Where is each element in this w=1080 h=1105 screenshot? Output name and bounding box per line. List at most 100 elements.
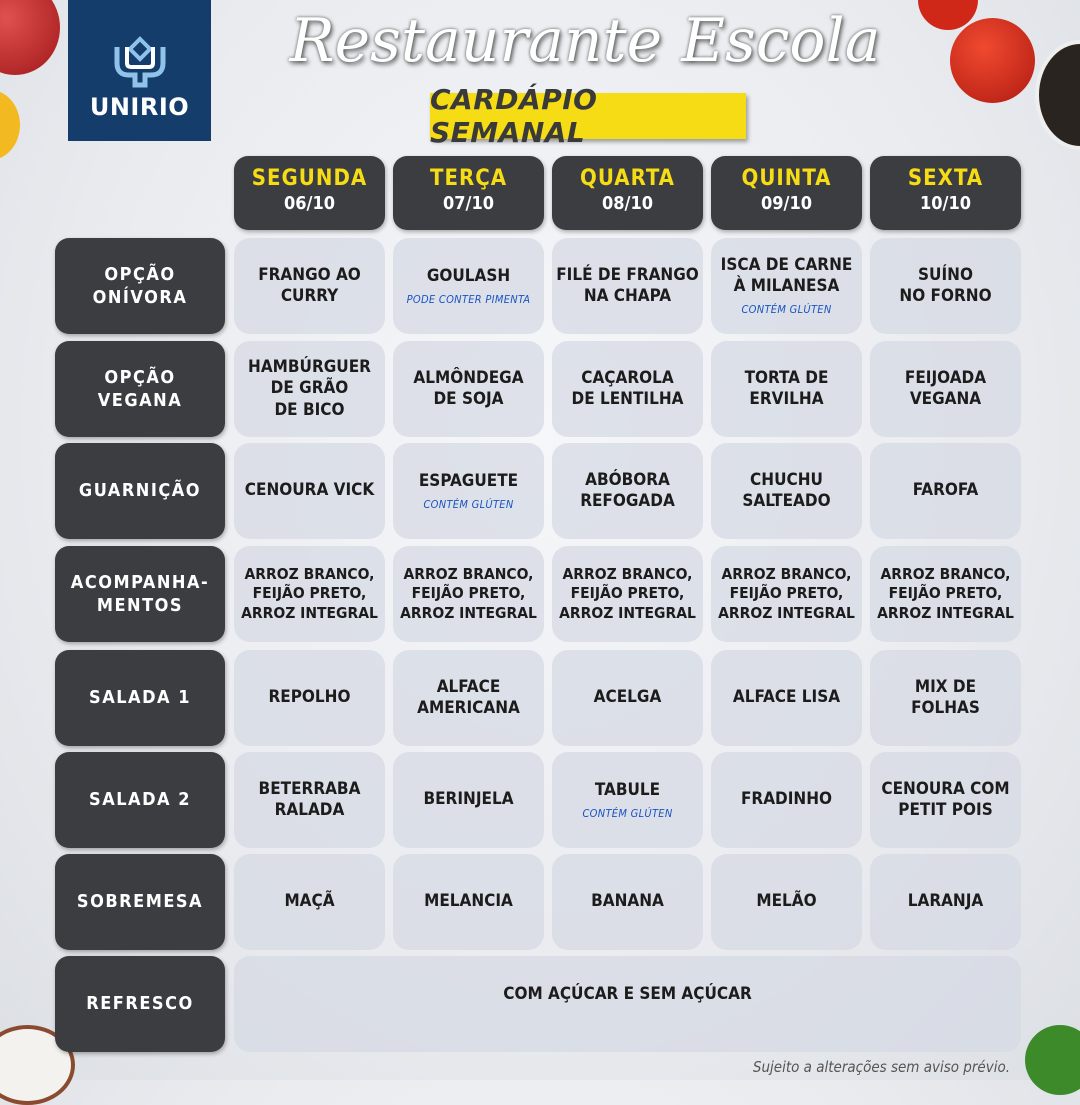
menu-cell: SUÍNO NO FORNO	[870, 238, 1021, 334]
day-name: QUARTA	[580, 166, 675, 191]
menu-cell: FEIJOADA VEGANA	[870, 341, 1021, 437]
day-date: 09/10	[761, 193, 812, 214]
menu-item-text: FEIJOADA VEGANA	[904, 367, 987, 409]
day-header-1: TERÇA 07/10	[393, 156, 544, 230]
menu-item-text: ALMÔNDEGA DE SOJA	[413, 367, 524, 409]
row-label: REFRESCO	[55, 956, 225, 1052]
day-header-2: QUARTA 08/10	[552, 156, 703, 230]
menu-item-text: MELÃO	[756, 891, 817, 912]
menu-item-text: FAROFA	[912, 480, 979, 501]
menu-item-text: CENOURA VICK	[244, 480, 375, 501]
menu-cell: TORTA DE ERVILHA	[711, 341, 862, 437]
menu-cell: MIX DE FOLHAS	[870, 650, 1021, 746]
menu-cell: CAÇAROLA DE LENTILHA	[552, 341, 703, 437]
menu-item-text: GOULASH	[426, 265, 511, 286]
day-date: 07/10	[443, 193, 494, 214]
row-label: ACOMPANHA- MENTOS	[55, 546, 225, 642]
row-label: SOBREMESA	[55, 854, 225, 950]
apple-decoration	[0, 0, 60, 75]
menu-item-text: FRADINHO	[740, 789, 833, 810]
menu-item-text: ARROZ BRANCO, FEIJÃO PRETO, ARROZ INTEGR…	[559, 564, 696, 622]
menu-cell: CHUCHU SALTEADO	[711, 443, 862, 539]
menu-item-text: TORTA DE ERVILHA	[744, 367, 829, 409]
menu-cell: ARROZ BRANCO, FEIJÃO PRETO, ARROZ INTEGR…	[393, 546, 544, 642]
menu-cell: ARROZ BRANCO, FEIJÃO PRETO, ARROZ INTEGR…	[711, 546, 862, 642]
menu-cell: LARANJA	[870, 854, 1021, 950]
day-name: SEGUNDA	[251, 166, 368, 191]
menu-cell: FILÉ DE FRANGO NA CHAPA	[552, 238, 703, 334]
menu-item-text: BERINJELA	[423, 789, 514, 810]
day-date: 10/10	[920, 193, 971, 214]
menu-cell: MAÇÃ	[234, 854, 385, 950]
allergen-note: CONTÉM GLÚTEN	[423, 497, 514, 511]
menu-cell: BETERRABA RALADA	[234, 752, 385, 848]
row-label: OPÇÃO ONÍVORA	[55, 238, 225, 334]
day-name: QUINTA	[741, 166, 832, 191]
menu-cell: BANANA	[552, 854, 703, 950]
menu-item-text: CAÇAROLA DE LENTILHA	[571, 367, 684, 409]
menu-cell: ALMÔNDEGA DE SOJA	[393, 341, 544, 437]
day-name: TERÇA	[429, 166, 508, 191]
row-label: SALADA 1	[55, 650, 225, 746]
menu-cell: CENOURA COM PETIT POIS	[870, 752, 1021, 848]
menu-item-text: ARROZ BRANCO, FEIJÃO PRETO, ARROZ INTEGR…	[718, 564, 855, 622]
day-name: SEXTA	[907, 166, 984, 191]
menu-cell: MELANCIA	[393, 854, 544, 950]
disclaimer: Sujeito a alterações sem aviso prévio.	[752, 1058, 1010, 1076]
day-date: 06/10	[284, 193, 335, 214]
day-header-3: QUINTA 09/10	[711, 156, 862, 230]
menu-cell: FRANGO AO CURRY	[234, 238, 385, 334]
menu-item-text: MELANCIA	[424, 891, 513, 912]
pepper-bowl-decoration	[1035, 40, 1080, 150]
menu-cell: ALFACE AMERICANA	[393, 650, 544, 746]
menu-item-text: HAMBÚRGUER DE GRÃO DE BICO	[248, 357, 371, 420]
menu-cell: ESPAGUETE CONTÉM GLÚTEN	[393, 443, 544, 539]
menu-item-text: ARROZ BRANCO, FEIJÃO PRETO, ARROZ INTEGR…	[400, 564, 537, 622]
unirio-emblem-icon	[114, 36, 165, 88]
menu-cell: ALFACE LISA	[711, 650, 862, 746]
menu-cell: FAROFA	[870, 443, 1021, 539]
allergen-note: PODE CONTER PIMENTA	[406, 292, 531, 306]
day-date: 08/10	[602, 193, 653, 214]
menu-item-text: ABÓBORA REFOGADA	[580, 469, 675, 511]
unirio-logo: UNIRIO	[68, 0, 211, 141]
page-title: Restaurante Escola	[289, 6, 881, 76]
page-subtitle: CARDÁPIO SEMANAL	[430, 83, 746, 149]
menu-item-text: ISCA DE CARNE À MILANESA	[720, 254, 853, 297]
menu-cell: ISCA DE CARNE À MILANESA CONTÉM GLÚTEN	[711, 238, 862, 334]
menu-cell: ABÓBORA REFOGADA	[552, 443, 703, 539]
menu-item-text: ACELGA	[593, 687, 662, 708]
menu-item-text: FRANGO AO CURRY	[258, 264, 361, 306]
menu-item-text: MAÇÃ	[284, 891, 335, 912]
menu-item-text: ALFACE LISA	[732, 687, 841, 708]
menu-item-text: MIX DE FOLHAS	[911, 676, 980, 718]
row-label: SALADA 2	[55, 752, 225, 848]
allergen-note: CONTÉM GLÚTEN	[582, 806, 673, 820]
menu-cell: FRADINHO	[711, 752, 862, 848]
menu-item-text: CENOURA COM PETIT POIS	[881, 778, 1010, 820]
logo-text: UNIRIO	[89, 93, 190, 121]
menu-item-text: ESPAGUETE	[418, 470, 519, 491]
menu-cell: REPOLHO	[234, 650, 385, 746]
menu-cell: ARROZ BRANCO, FEIJÃO PRETO, ARROZ INTEGR…	[552, 546, 703, 642]
menu-item-text: REPOLHO	[268, 687, 351, 708]
menu-item-text: CHUCHU SALTEADO	[742, 469, 831, 511]
menu-item-text: BANANA	[591, 891, 664, 912]
menu-cell: ARROZ BRANCO, FEIJÃO PRETO, ARROZ INTEGR…	[870, 546, 1021, 642]
day-header-0: SEGUNDA 06/10	[234, 156, 385, 230]
tomato-decoration	[950, 18, 1035, 103]
row-label: GUARNIÇÃO	[55, 443, 225, 539]
menu-item-text: FILÉ DE FRANGO NA CHAPA	[556, 264, 699, 306]
menu-item-text: LARANJA	[907, 891, 984, 912]
menu-item-text: ARROZ BRANCO, FEIJÃO PRETO, ARROZ INTEGR…	[241, 564, 378, 622]
basil-decoration	[1025, 1025, 1080, 1095]
lemon-decoration	[0, 90, 20, 160]
menu-cell: HAMBÚRGUER DE GRÃO DE BICO	[234, 341, 385, 437]
menu-cell: MELÃO	[711, 854, 862, 950]
menu-item-text: COM AÇÚCAR E SEM AÇÚCAR	[503, 984, 752, 1004]
menu-item-text: ALFACE AMERICANA	[417, 676, 520, 718]
menu-item-text: ARROZ BRANCO, FEIJÃO PRETO, ARROZ INTEGR…	[877, 564, 1014, 622]
menu-cell: GOULASH PODE CONTER PIMENTA	[393, 238, 544, 334]
row-label: OPÇÃO VEGANA	[55, 341, 225, 437]
menu-cell: ACELGA	[552, 650, 703, 746]
